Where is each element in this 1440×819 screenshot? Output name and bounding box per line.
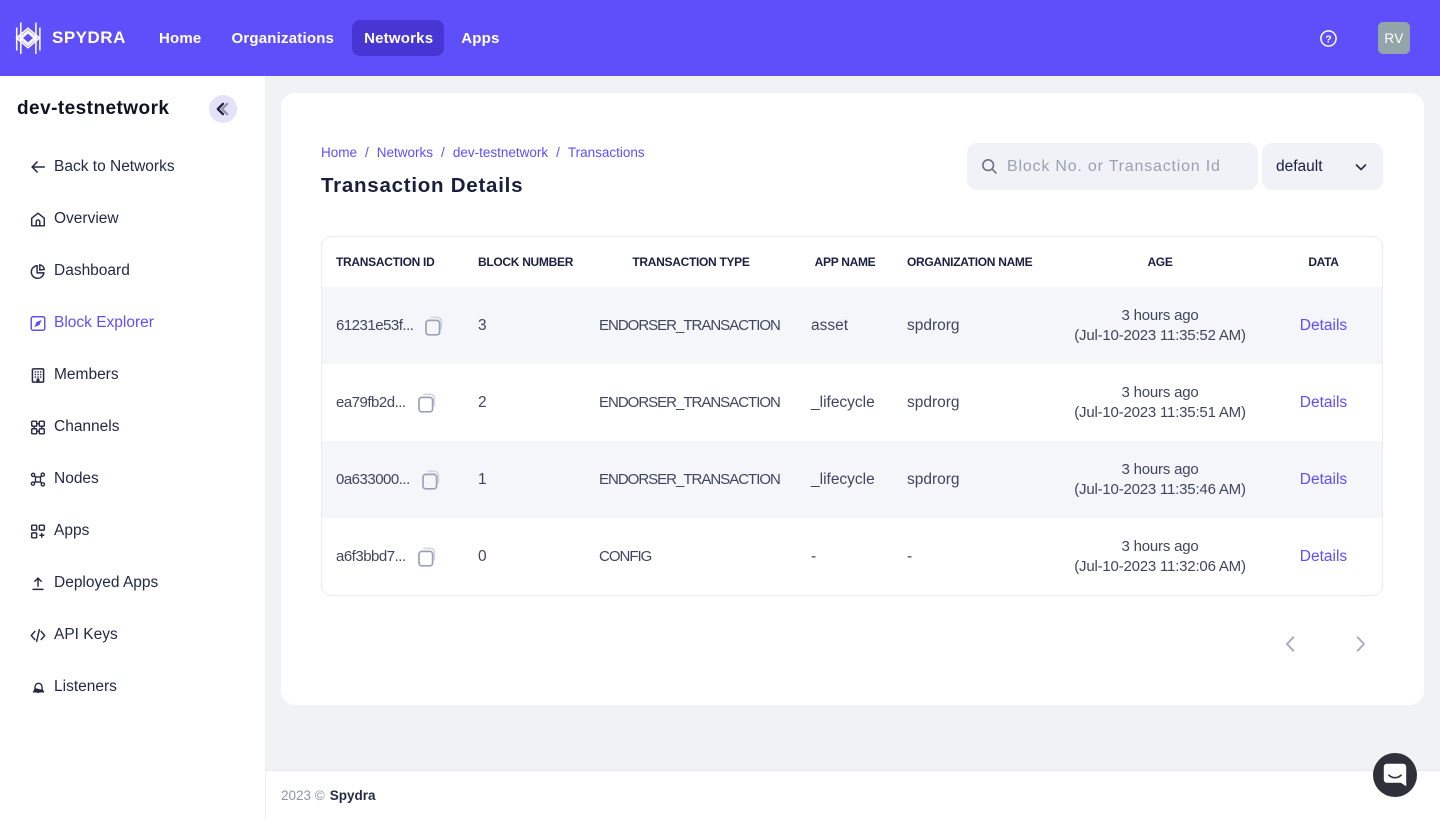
svg-text:?: ?	[1325, 33, 1331, 45]
